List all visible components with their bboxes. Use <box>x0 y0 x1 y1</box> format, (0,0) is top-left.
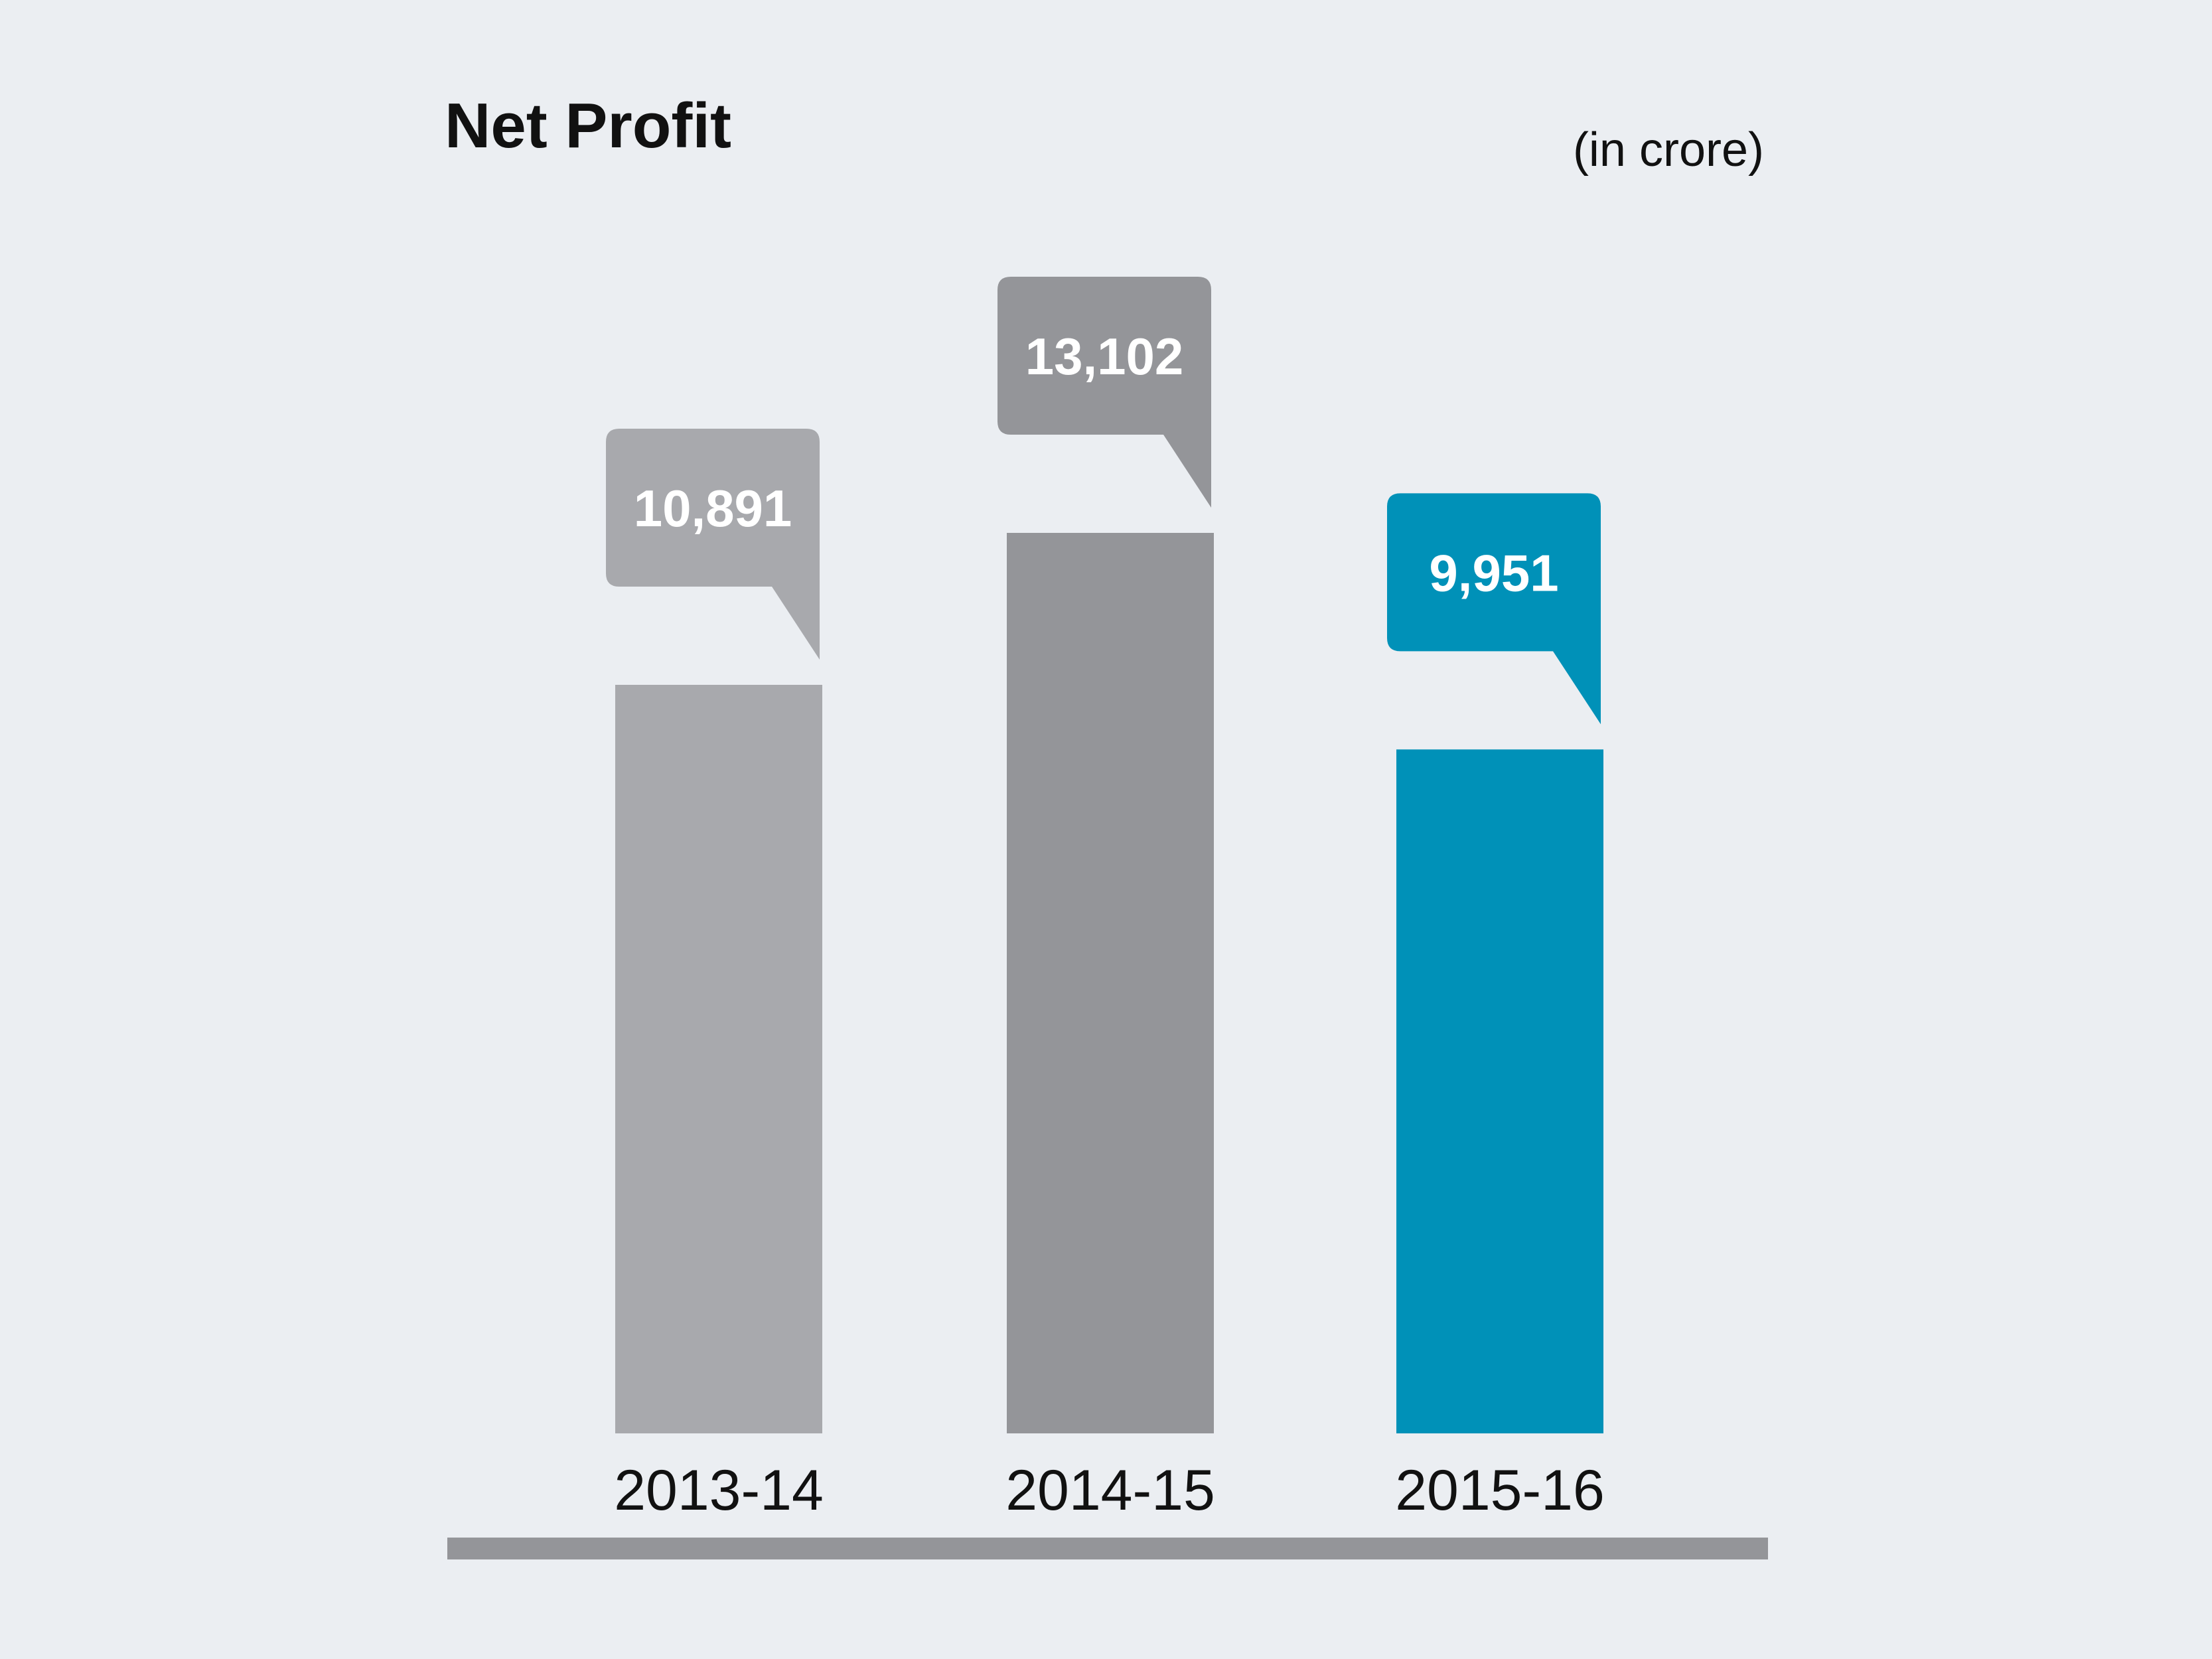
value-label-2015-16: 9,951 <box>1429 543 1558 602</box>
chart-title: Net Profit <box>445 90 731 161</box>
category-label-2014-15: 2014-15 <box>1005 1459 1215 1522</box>
baseline-bar <box>447 1538 1768 1559</box>
callout-2015-16 <box>1387 493 1601 725</box>
bar-2013-14 <box>615 684 822 1433</box>
category-label-2013-14: 2013-14 <box>614 1459 824 1522</box>
bar-2015-16 <box>1396 749 1603 1433</box>
category-label-2015-16: 2015-16 <box>1395 1459 1605 1522</box>
value-label-2013-14: 10,891 <box>634 479 792 538</box>
value-label-2014-15: 13,102 <box>1025 327 1184 386</box>
callout-2014-15 <box>997 277 1211 508</box>
unit-label: (in crore) <box>1573 123 1764 177</box>
callout-2013-14 <box>606 428 820 660</box>
bar-2014-15 <box>1007 533 1214 1433</box>
bars-group: 10,891 2013-14 13,102 2014-15 9,951 2015-16 <box>606 277 1605 1522</box>
